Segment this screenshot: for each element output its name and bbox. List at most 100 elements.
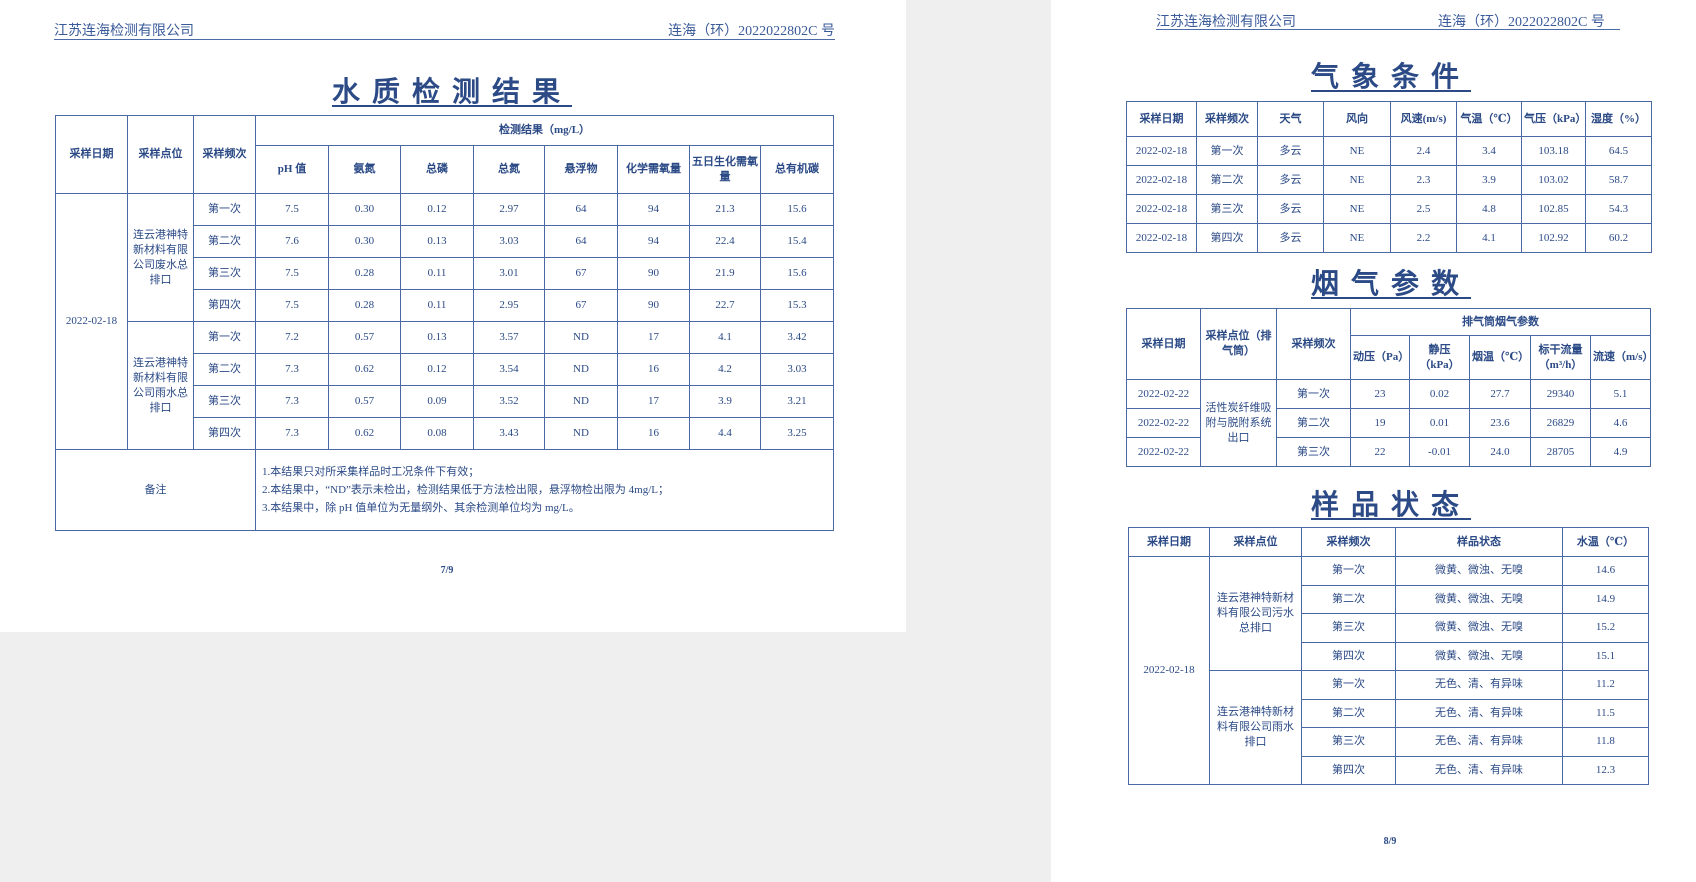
value-cell: 0.57 — [328, 321, 401, 354]
value-cell: 3.42 — [759, 321, 835, 354]
weather-table: 采样日期 采样频次 天气 风向 风速(m/s) 气温（℃） 气压（kPa） 湿度（%） 2022… — [1126, 101, 1652, 253]
value-cell: 64 — [544, 193, 618, 226]
value-cell: 3.03 — [759, 353, 835, 386]
value-cell: 7.6 — [255, 225, 329, 258]
value-cell: 无色、清、有异味 — [1395, 727, 1563, 757]
table-row: 2022-02-18 连云港神特新材料有限公司污水总排口 第一次 微黄、微浊、无嗅 14… — [1128, 556, 1649, 785]
flue-gas-table: 采样日期 采样点位（排气筒） 采样频次 排气筒烟气参数 动压（Pa） 静压（kPa） 烟温（… — [1126, 308, 1654, 467]
value-cell: 54.3 — [1585, 194, 1652, 224]
value-cell: 4.9 — [1589, 437, 1652, 467]
column-header: pH 值 — [255, 145, 329, 194]
value-cell: 3.52 — [473, 385, 545, 418]
column-header: 采样频次 — [1301, 527, 1396, 557]
value-cell: 19 — [1350, 408, 1410, 438]
value-cell: 0.01 — [1409, 408, 1470, 438]
value-cell: 2.4 — [1390, 136, 1457, 166]
header-row: 采样日期 采样频次 天气 风向 风速(m/s) 气温（℃） 气压（kPa） 湿度（%） — [1126, 101, 1652, 137]
value-cell: 3.21 — [759, 385, 835, 418]
value-cell: 2022-02-18 — [1126, 136, 1197, 166]
sample-date: 2022-02-18 — [1128, 556, 1210, 785]
value-cell: 103.02 — [1521, 165, 1586, 195]
value-cell: 无色、清、有异味 — [1395, 755, 1563, 785]
value-cell: 0.57 — [328, 385, 401, 418]
value-cell: 16 — [617, 353, 690, 386]
flue-gas-title: 烟气参数 — [1310, 269, 1472, 300]
sample-frequency: 第二次 — [193, 225, 256, 258]
column-header: 动压（Pa） — [1350, 335, 1410, 380]
value-cell: 第四次 — [1301, 755, 1396, 785]
table-row: 2022-02-18 第四次 多云 NE 2.2 4.1 102.92 60.2 — [1126, 223, 1652, 253]
column-header: 样品状态 — [1395, 527, 1563, 557]
value-cell: 27.7 — [1469, 379, 1531, 409]
value-cell: 3.43 — [473, 417, 545, 450]
table-row: 第四次 7.3 0.62 0.08 3.43 ND 16 4.4 3.25 — [56, 417, 835, 450]
value-cell: 7.3 — [255, 417, 329, 450]
remark-line: 3.本结果中，除 pH 值单位为无量纲外、其余检测单位均为 mg/L。 — [262, 502, 580, 514]
value-cell: 无色、清、有异味 — [1395, 670, 1563, 700]
value-cell: 第一次 — [1301, 670, 1396, 700]
table-row: 连云港神特新材料有限公司雨水排口 第一次 无色、清、有异味 11.2 — [1129, 670, 1649, 785]
table-row: 2022-02-22 第三次 22 -0.01 24.0 28705 4.9 — [1126, 437, 1652, 467]
sample-frequency: 第一次 — [193, 321, 256, 354]
sample-frequency: 第一次 — [193, 193, 256, 226]
value-cell: 23 — [1350, 379, 1410, 409]
value-cell: 90 — [617, 257, 690, 290]
value-cell: 5.1 — [1589, 379, 1652, 409]
sample-frequency: 第三次 — [193, 257, 256, 290]
header-divider — [54, 39, 835, 40]
sample-date: 2022-02-22 — [1126, 408, 1201, 438]
value-cell: 2.95 — [473, 289, 545, 322]
value-cell: 2022-02-18 — [1126, 165, 1197, 195]
value-cell: 2.2 — [1390, 223, 1457, 253]
value-cell: 第一次 — [1301, 556, 1396, 586]
table-row: 2022-02-18 第三次 多云 NE 2.5 4.8 102.85 54.3 — [1126, 194, 1652, 224]
value-cell: 第二次 — [1301, 584, 1396, 614]
sample-site: 连云港神特新材料有限公司废水总排口 — [127, 193, 194, 322]
value-cell: 第四次 — [1196, 223, 1258, 253]
table-row: 2022-02-18 第二次 多云 NE 2.3 3.9 103.02 58.7 — [1126, 165, 1652, 195]
header-divider — [1156, 29, 1620, 30]
sample-frequency: 第三次 — [193, 385, 256, 418]
value-cell: 29340 — [1530, 379, 1591, 409]
value-cell: 微黄、微浊、无嗅 — [1395, 613, 1563, 643]
column-header: 采样频次 — [193, 115, 256, 194]
value-cell: 多云 — [1257, 165, 1324, 195]
header-report-no: 连海（环）2022022802C 号 — [1438, 15, 1605, 30]
table-row: 2022-02-22 第二次 19 0.01 23.6 26829 4.6 — [1126, 408, 1652, 438]
column-header: 采样日期 — [1126, 308, 1201, 380]
value-cell: 103.18 — [1521, 136, 1586, 166]
value-cell: 15.1 — [1562, 641, 1649, 671]
table-row: 第三次 7.5 0.28 0.11 3.01 67 90 21.9 15.6 — [56, 257, 835, 290]
value-cell: 多云 — [1257, 223, 1324, 253]
column-header: 风向 — [1323, 101, 1391, 137]
value-cell: 3.9 — [689, 385, 761, 418]
value-cell: 第四次 — [1301, 641, 1396, 671]
table-row: 2022-02-18 连云港神特新材料有限公司废水总排口 第一次 7.5 0.30 0.1… — [55, 193, 835, 450]
value-cell: 微黄、微浊、无嗅 — [1395, 584, 1563, 614]
column-header: 标干流量（m³/h） — [1530, 335, 1591, 380]
column-header: 气温（℃） — [1456, 101, 1522, 137]
column-header: 湿度（%） — [1585, 101, 1652, 137]
value-cell: 11.5 — [1562, 698, 1649, 728]
column-header: 五日生化需氧量 — [689, 145, 761, 194]
header-report-no: 连海（环）2022022802C 号 — [668, 24, 835, 39]
table-row: 2022-02-22 活性炭纤维吸附与脱附系统出口 第一次 23 0.02 27.7 293… — [1126, 379, 1652, 467]
sample-frequency: 第四次 — [193, 417, 256, 450]
column-header: 水温（℃） — [1562, 527, 1649, 557]
value-cell: 60.2 — [1585, 223, 1652, 253]
value-cell: 15.6 — [759, 257, 835, 290]
value-cell: 7.5 — [255, 193, 329, 226]
table-row: 第二次 微黄、微浊、无嗅 14.9 — [1129, 584, 1649, 614]
value-cell: 0.09 — [400, 385, 474, 418]
value-cell: 15.4 — [759, 225, 835, 258]
sample-frequency: 第一次 — [1276, 379, 1351, 409]
table-row: 第四次 微黄、微浊、无嗅 15.1 — [1129, 641, 1649, 671]
value-cell: 22.7 — [689, 289, 761, 322]
column-header: 采样点位 — [127, 115, 194, 194]
value-cell: 无色、清、有异味 — [1395, 698, 1563, 728]
sample-site: 活性炭纤维吸附与脱附系统出口 — [1200, 379, 1277, 467]
value-cell: 4.4 — [689, 417, 761, 450]
value-cell: 67 — [544, 257, 618, 290]
table-row: 第二次 7.3 0.62 0.12 3.54 ND 16 4.2 3.03 — [56, 353, 835, 386]
value-cell: 3.4 — [1456, 136, 1522, 166]
